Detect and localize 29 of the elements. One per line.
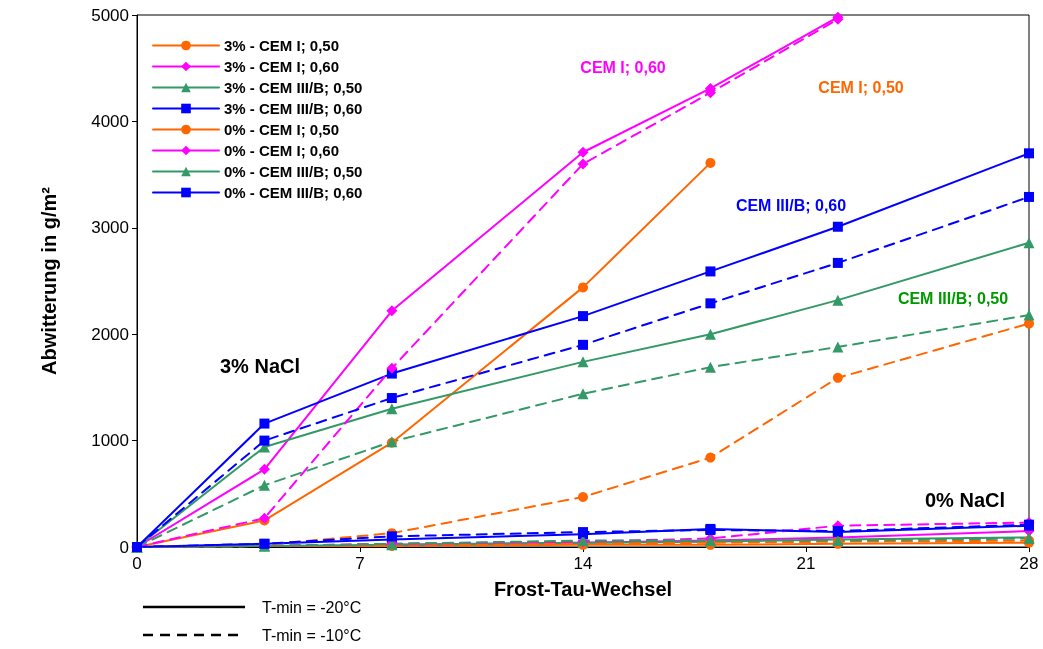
annotation: CEM I; 0,50 bbox=[818, 78, 904, 96]
annotation: CEM III/B; 0,60 bbox=[735, 196, 847, 214]
legend-label: 0% - CEM I; 0,50 bbox=[224, 121, 340, 138]
text: T-min = -20°C bbox=[262, 598, 362, 616]
x-tick-label: 0 bbox=[132, 554, 142, 573]
legend-label: 0% - CEM I; 0,60 bbox=[224, 142, 340, 159]
y-tick-label: 5000 bbox=[91, 5, 129, 25]
x-tick-label: 28 bbox=[1019, 554, 1039, 573]
x-axis-title: Frost-Tau-Wechsel bbox=[493, 578, 673, 600]
x-tick-label: 21 bbox=[796, 554, 816, 573]
text: T-min = -10°C bbox=[262, 626, 362, 644]
y-tick-label: 3000 bbox=[91, 218, 129, 238]
legend-label: 0% - CEM III/B; 0,60 bbox=[224, 184, 363, 201]
y-tick-label: 0 bbox=[119, 537, 129, 557]
legend-label: 3% - CEM III/B; 0,60 bbox=[224, 100, 363, 117]
legend-label: 3% - CEM III/B; 0,50 bbox=[224, 79, 363, 96]
y-tick-label: 4000 bbox=[91, 111, 129, 131]
annotation: 0% NaCl bbox=[924, 489, 1006, 511]
annotation: CEM I; 0,60 bbox=[580, 58, 666, 76]
y-tick-label: 1000 bbox=[91, 431, 129, 451]
legend-label: 3% - CEM I; 0,50 bbox=[224, 37, 340, 54]
x-tick-label: 14 bbox=[573, 554, 593, 573]
x-tick-label: 7 bbox=[355, 554, 365, 573]
annotation: CEM III/B; 0,50 bbox=[897, 289, 1009, 307]
legend-label: 3% - CEM I; 0,60 bbox=[224, 58, 340, 75]
y-tick-label: 2000 bbox=[91, 324, 129, 344]
legend-label: 0% - CEM III/B; 0,50 bbox=[224, 163, 363, 180]
y-axis-title: Abwitterung in g/m² bbox=[38, 186, 60, 375]
annotation: 3% NaCl bbox=[219, 355, 301, 377]
